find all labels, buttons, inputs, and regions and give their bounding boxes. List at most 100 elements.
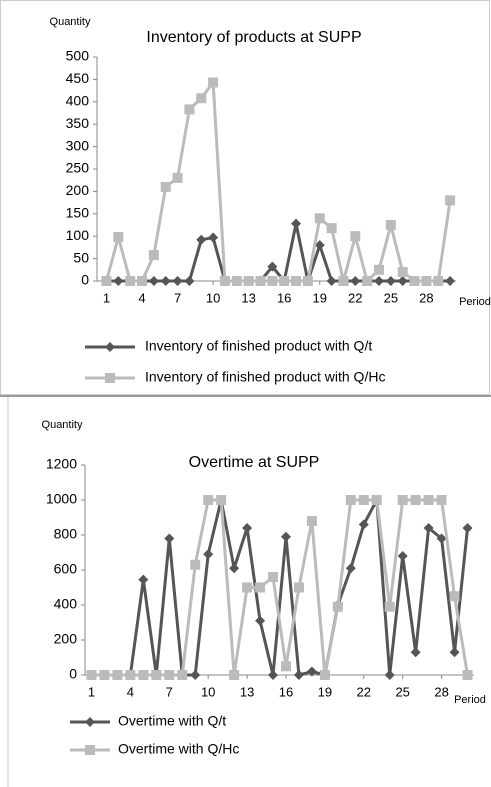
marker	[397, 276, 408, 286]
x-tick-label: 19	[313, 290, 327, 305]
marker	[280, 531, 291, 542]
legend-marker	[105, 373, 115, 383]
marker	[231, 276, 242, 286]
marker	[242, 582, 253, 593]
x-tick-label: 4	[138, 290, 145, 305]
marker	[229, 563, 240, 574]
marker	[255, 276, 266, 286]
marker	[319, 670, 330, 680]
marker	[410, 495, 421, 505]
marker	[326, 276, 337, 286]
marker	[99, 670, 110, 680]
marker	[423, 523, 434, 533]
y-tick-label: 400	[54, 596, 78, 612]
marker	[255, 582, 266, 593]
y-tick-label: 500	[66, 48, 90, 64]
series-line	[91, 494, 470, 677]
marker	[421, 276, 432, 286]
x-tick-label: 22	[348, 290, 362, 305]
marker	[373, 276, 384, 286]
x-tick-label: 4	[127, 684, 134, 699]
y-tick-label: 350	[66, 115, 90, 131]
marker	[306, 666, 317, 677]
marker	[268, 670, 279, 680]
marker	[160, 181, 171, 192]
marker	[326, 223, 337, 234]
marker	[293, 670, 304, 680]
marker	[138, 574, 149, 585]
marker	[449, 647, 460, 658]
y-tick-label: 800	[54, 526, 78, 542]
marker	[148, 276, 159, 286]
y-tick-label: 250	[66, 160, 90, 176]
marker	[358, 519, 369, 530]
y-tick-label: 600	[54, 561, 78, 577]
legend-marker	[85, 745, 95, 755]
marker	[86, 670, 97, 680]
x-tick-label: 16	[279, 684, 293, 699]
marker	[397, 267, 408, 278]
marker	[462, 670, 473, 680]
x-axis-label: Period	[459, 296, 491, 308]
x-tick-label: 10	[201, 684, 215, 699]
marker	[279, 276, 290, 286]
x-axis-label: Period	[454, 694, 486, 706]
y-tick-label: 0	[69, 666, 77, 682]
x-tick-label: 22	[357, 684, 371, 699]
marker	[293, 582, 304, 593]
marker	[125, 670, 136, 680]
marker	[184, 276, 195, 286]
y-tick-label: 450	[66, 70, 90, 86]
marker	[350, 276, 361, 286]
marker	[397, 551, 408, 561]
marker	[243, 276, 254, 286]
y-tick-label: 300	[66, 137, 90, 153]
marker	[219, 276, 230, 286]
marker	[409, 276, 420, 286]
y-axis-label: Quantity	[42, 419, 83, 431]
x-tick-label: 13	[240, 684, 254, 699]
x-tick-label: 28	[434, 684, 448, 699]
marker	[291, 218, 302, 229]
legend-label: Overtime with Q/Hc	[118, 741, 239, 757]
y-tick-label: 200	[54, 631, 78, 647]
y-tick-label: 1200	[46, 456, 77, 472]
marker	[151, 670, 162, 680]
series-line	[91, 498, 469, 677]
marker	[358, 495, 369, 505]
marker	[190, 559, 201, 570]
marker	[280, 661, 291, 672]
marker	[184, 104, 195, 115]
y-tick-label: 1000	[46, 491, 77, 507]
marker	[306, 516, 317, 526]
marker	[229, 670, 240, 680]
marker	[410, 647, 421, 658]
marker	[268, 572, 279, 582]
legend-label: Inventory of finished product with Q/t	[145, 338, 372, 354]
marker	[137, 276, 148, 286]
marker	[203, 495, 214, 505]
marker	[423, 495, 434, 505]
marker	[384, 670, 395, 680]
marker	[177, 670, 188, 680]
marker	[208, 77, 219, 88]
marker	[462, 523, 473, 533]
y-axis-label: Quantity	[50, 16, 91, 28]
marker	[373, 264, 384, 275]
marker	[148, 250, 159, 261]
x-tick-label: 19	[318, 684, 332, 699]
marker	[384, 601, 395, 612]
marker	[338, 276, 349, 286]
marker	[164, 533, 175, 544]
series-line	[105, 78, 452, 284]
marker	[172, 172, 183, 183]
marker	[291, 276, 302, 286]
chart-title: Overtime at SUPP	[189, 454, 320, 471]
panel	[0, 0, 490, 395]
x-tick-label: 1	[88, 684, 95, 699]
y-tick-label: 0	[81, 272, 89, 288]
marker	[112, 670, 123, 680]
marker	[314, 213, 325, 224]
marker	[345, 495, 356, 505]
marker	[242, 523, 253, 533]
